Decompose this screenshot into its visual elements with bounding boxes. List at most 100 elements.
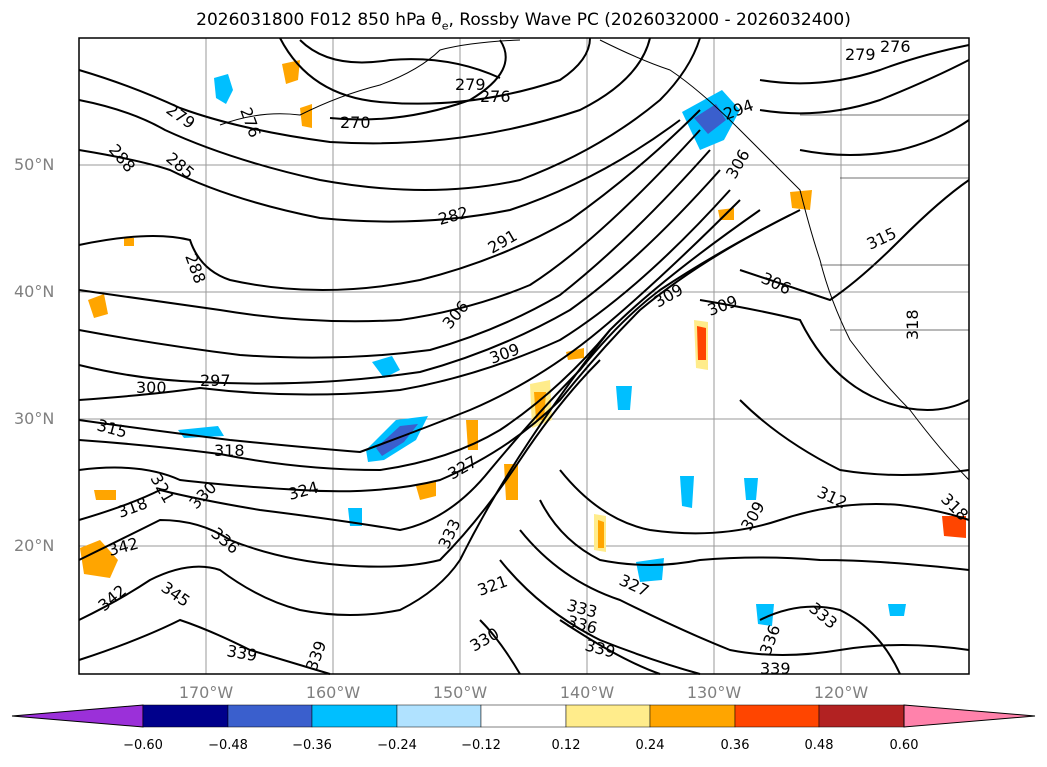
contour-line — [78, 119, 681, 223]
colorbar-tick-label: 0.12 — [551, 738, 581, 753]
contour-label: 297 — [200, 371, 231, 390]
coastline-alaska — [219, 39, 521, 126]
contour-line — [78, 199, 741, 454]
contour-line — [78, 149, 711, 359]
fill-negative — [214, 74, 233, 104]
contour-line — [479, 619, 521, 675]
colorbar-extend-low — [11, 704, 144, 728]
contour-label: 279 — [455, 75, 486, 94]
contour-line — [78, 209, 801, 532]
colorbar-tick-label: 0.60 — [889, 738, 919, 753]
lon-label-170w: 170°W — [178, 683, 234, 702]
contour-label: 318 — [903, 309, 922, 340]
colorbar-tick-label: −0.36 — [292, 738, 332, 753]
contour-line — [78, 209, 761, 472]
chart-title: 2026031800 F012 850 hPa θe, Rossby Wave … — [196, 10, 851, 33]
fill-negative — [888, 604, 906, 616]
contour-line — [759, 59, 970, 115]
contour-label: 276 — [880, 37, 911, 56]
contour-line — [559, 619, 661, 675]
coastlines — [219, 39, 970, 481]
lat-label-20n: 20°N — [14, 536, 55, 555]
colorbar-segment — [818, 704, 905, 728]
lon-label-160w: 160°W — [305, 683, 361, 702]
fill-positive — [598, 520, 604, 548]
colorbar-segment — [227, 704, 313, 728]
fill-positive — [80, 540, 118, 578]
contour-line — [499, 559, 701, 675]
contour-label: 279 — [845, 45, 876, 64]
colorbar-tick-label: −0.12 — [461, 738, 501, 753]
contour-line — [539, 499, 970, 571]
contour-line — [78, 129, 701, 323]
contour-line — [78, 329, 611, 621]
fill-positive — [790, 190, 812, 210]
fill-negative — [744, 478, 758, 500]
graticule — [79, 38, 969, 674]
fill-positive — [282, 60, 300, 84]
fill-positive — [124, 238, 134, 246]
contour-line — [78, 37, 701, 191]
contour-line — [78, 109, 701, 291]
colorbar-segment — [396, 704, 482, 728]
contour-line — [739, 399, 970, 476]
colorbar-segment — [734, 704, 820, 728]
colorbar — [11, 704, 1036, 728]
contour-label: 276 — [480, 87, 511, 106]
fill-negative — [616, 386, 632, 410]
contour-line — [799, 119, 970, 156]
contour-line — [279, 37, 591, 105]
contour-line — [78, 37, 651, 145]
fill-positive — [94, 490, 116, 500]
fill-positive — [566, 348, 584, 360]
political-boundaries — [800, 114, 969, 331]
contour-line — [559, 469, 970, 535]
colorbar-segment — [649, 704, 736, 728]
contour-line — [759, 44, 970, 85]
fill-positive — [697, 326, 706, 360]
contour-line — [299, 39, 501, 79]
colorbar-tick-label: 0.36 — [720, 738, 750, 753]
contour-line — [78, 169, 721, 385]
lon-label-130w: 130°W — [686, 683, 742, 702]
contour-line — [78, 189, 731, 401]
contour-label: 270 — [340, 113, 371, 132]
contour-line — [699, 299, 970, 411]
fill-positive — [88, 294, 108, 318]
colorbar-tick-label: −0.24 — [377, 738, 417, 753]
colorbar-tick-label: 0.24 — [635, 738, 665, 753]
colorbar-tick-label: −0.60 — [123, 738, 163, 753]
colorbar-tick-label: −0.48 — [208, 738, 248, 753]
lon-label-120w: 120°W — [813, 683, 869, 702]
contour-line — [78, 214, 791, 493]
contour-line — [519, 529, 970, 656]
lat-label-40n: 40°N — [14, 282, 55, 301]
fill-positive — [534, 392, 546, 420]
colorbar-segment — [480, 704, 567, 728]
colorbar-tick-label: 0.48 — [804, 738, 834, 753]
fill-positive — [300, 104, 312, 128]
fill-negative — [694, 104, 726, 134]
fill-negative — [680, 476, 694, 508]
fill-positive — [504, 464, 518, 500]
contour-label: 339 — [760, 659, 791, 678]
coastline-north-america — [599, 39, 970, 481]
colorbar-segment — [142, 704, 229, 728]
map-border — [78, 37, 970, 675]
colorbar-segment — [565, 704, 651, 728]
fill-negative — [376, 424, 418, 456]
theta-e-contours — [78, 37, 970, 675]
lat-label-50n: 50°N — [14, 155, 55, 174]
contour-line — [739, 179, 970, 302]
contour-label: 300 — [136, 378, 167, 397]
colorbar-segment — [311, 704, 398, 728]
lon-label-140w: 140°W — [559, 683, 615, 702]
lon-label-150w: 150°W — [432, 683, 488, 702]
colorbar-extend-high — [903, 704, 1036, 728]
contour-label: 318 — [214, 441, 245, 460]
fill-negative — [372, 356, 400, 378]
contour-line — [78, 618, 331, 675]
fill-positive — [942, 516, 966, 538]
contour-line — [78, 359, 601, 568]
